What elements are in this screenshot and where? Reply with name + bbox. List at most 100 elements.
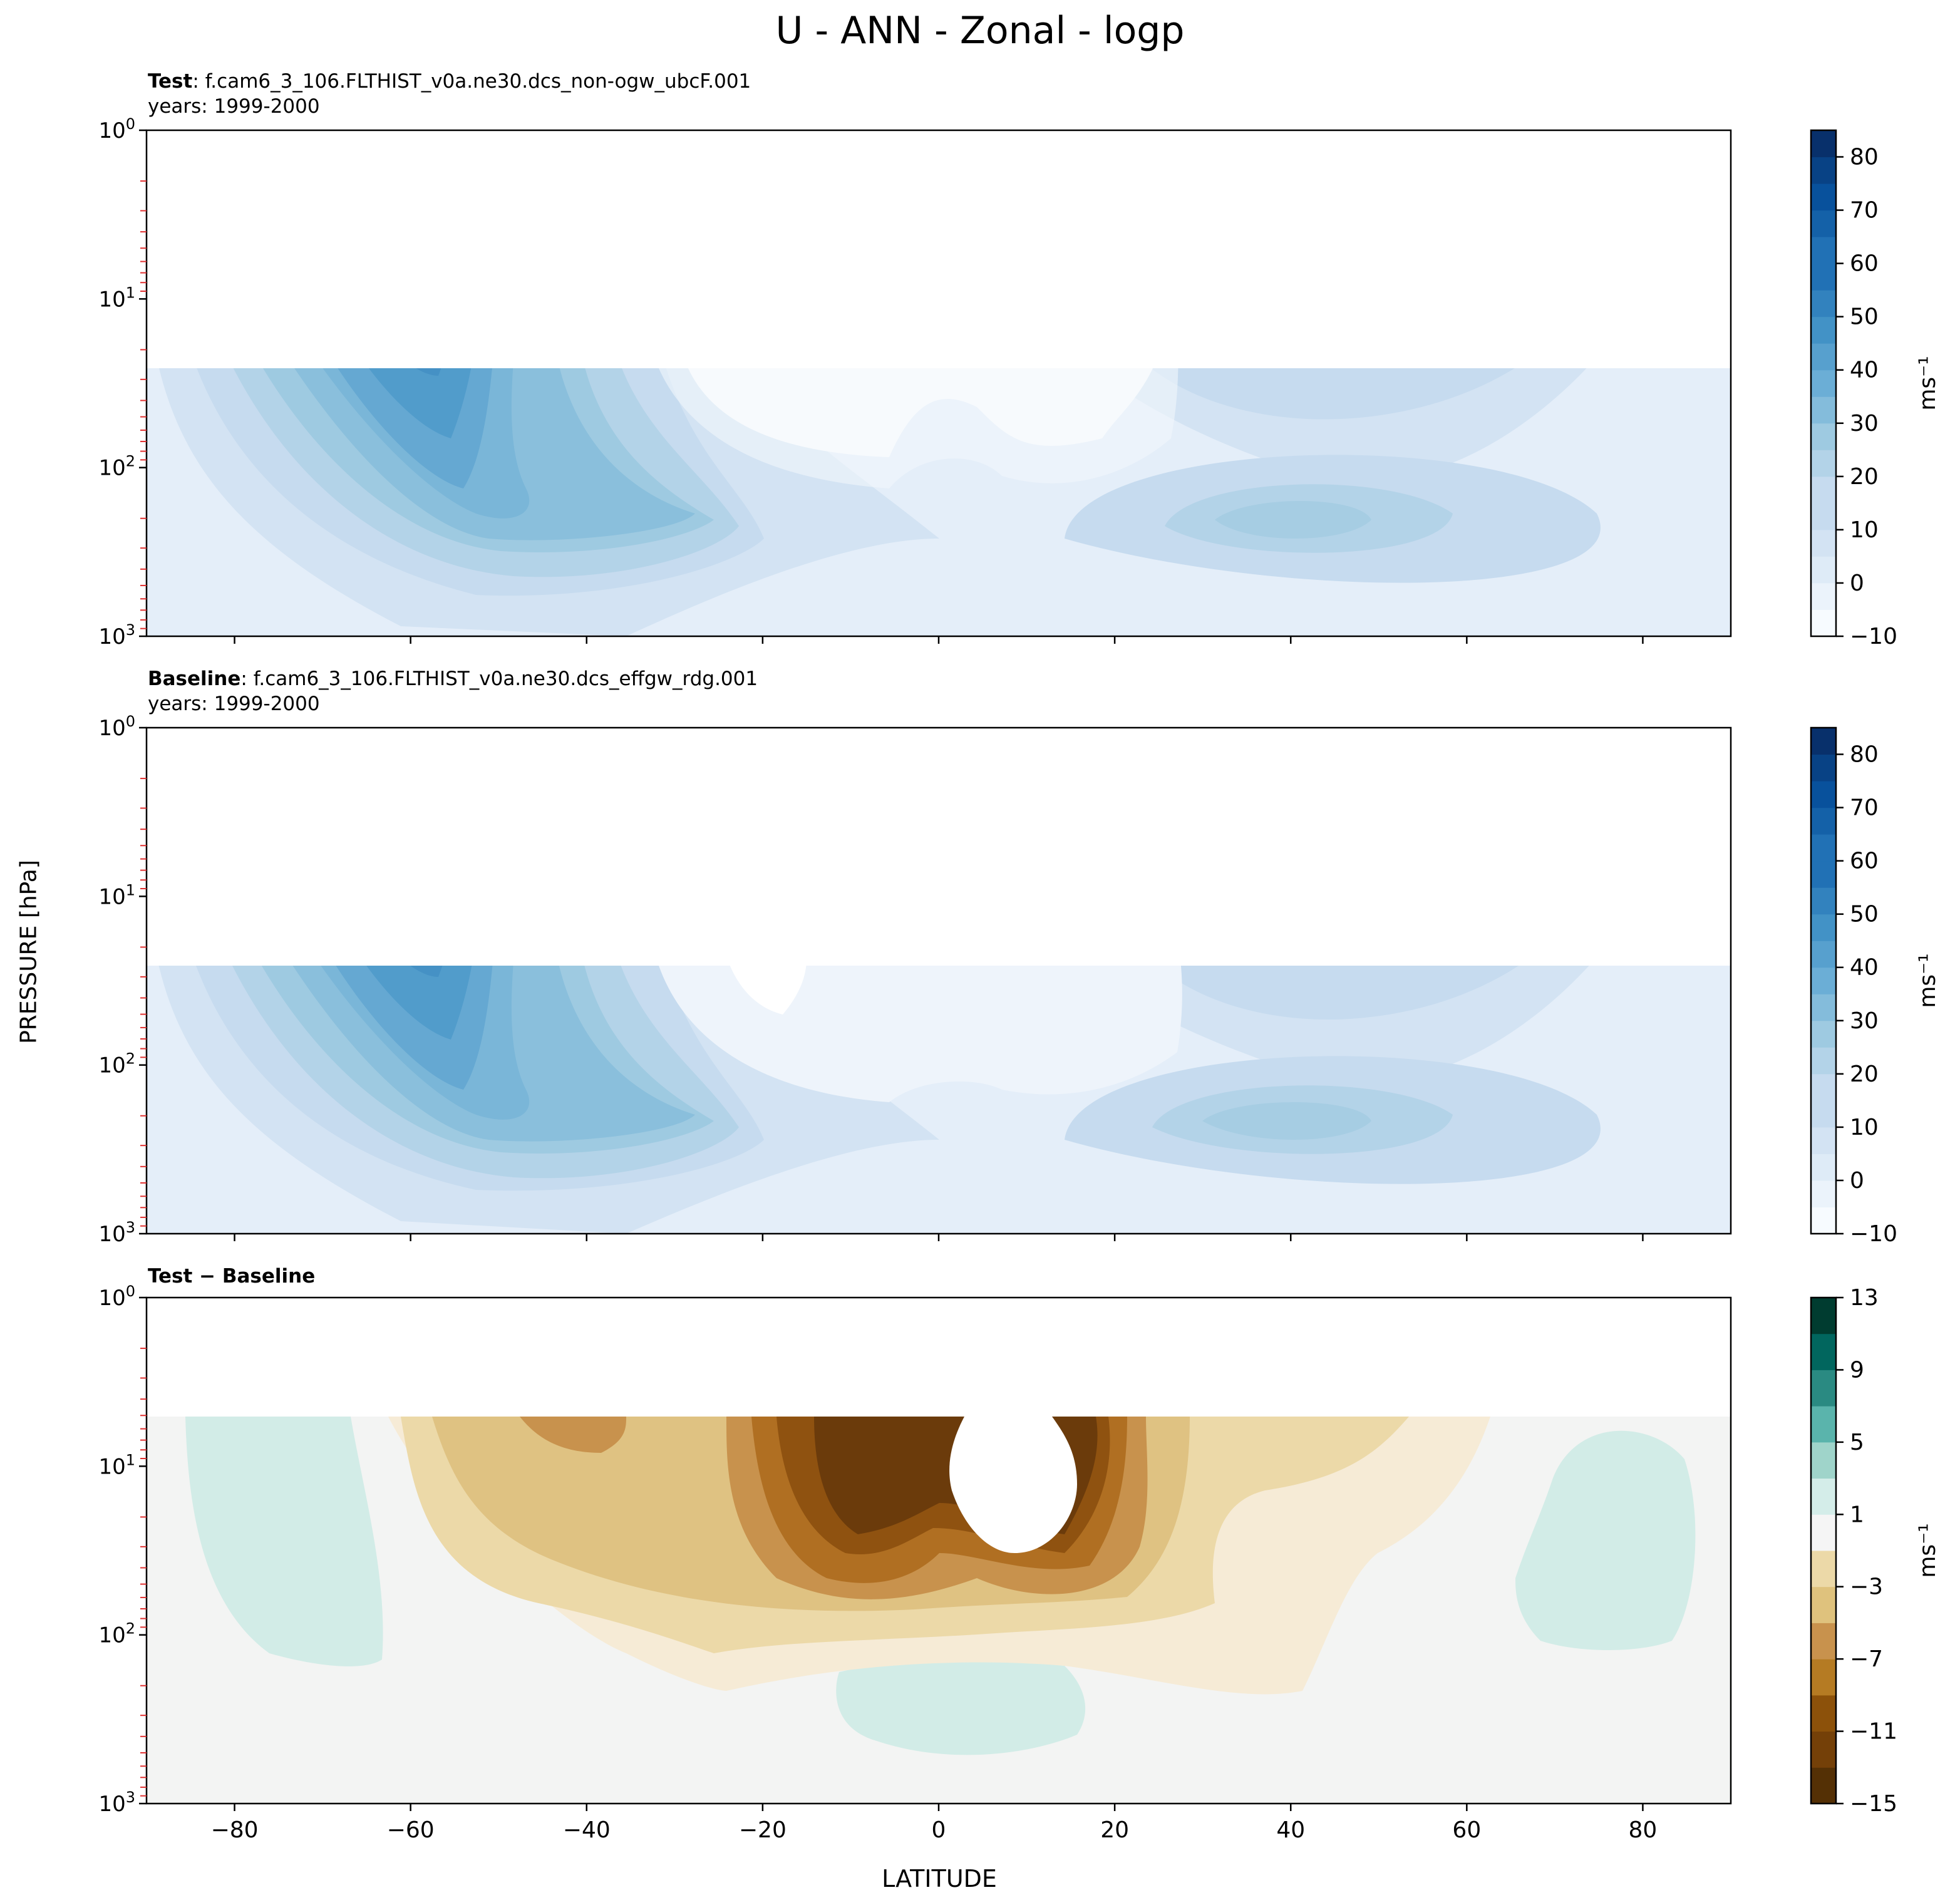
colorbar-segment <box>1811 290 1836 318</box>
colorbar-segment <box>1811 887 1836 915</box>
colorbar-tick-label: 60 <box>1850 849 1879 874</box>
colorbar-segment <box>1811 994 1836 1021</box>
panel-1-years: years: 1999-2000 <box>148 95 320 118</box>
colorbar-segment <box>1811 1333 1836 1370</box>
y-tick-label: 100 <box>98 713 135 741</box>
x-tick-label: 20 <box>1100 1817 1129 1843</box>
y-tick-label: 101 <box>98 284 135 312</box>
colorbar-label: ms⁻¹ <box>1915 953 1941 1008</box>
colorbar-segment <box>1811 1442 1836 1479</box>
x-tick-label: −40 <box>563 1817 611 1843</box>
x-tick-label: 40 <box>1276 1817 1305 1843</box>
colorbar-tick-label: 0 <box>1850 571 1864 596</box>
colorbar-tick-label: 13 <box>1850 1285 1879 1311</box>
panel-2-sep: : <box>240 668 247 690</box>
colorbar-tick-label: 40 <box>1850 955 1879 981</box>
colorbar-tick-label: −7 <box>1850 1646 1883 1672</box>
colorbar-tick-label: 60 <box>1850 251 1879 277</box>
p2-north-trop-jet-3 <box>1202 1102 1371 1140</box>
y-tick-label: 103 <box>98 1789 135 1817</box>
colorbar-tick-label: 80 <box>1850 145 1879 170</box>
colorbar-segment <box>1811 476 1836 503</box>
colorbar-segment <box>1811 1073 1836 1101</box>
panel-2-case: f.cam6_3_106.FLTHIST_v0a.ne30.dcs_effgw_… <box>253 668 758 690</box>
colorbar-segment <box>1811 1047 1836 1075</box>
colorbar-frame <box>1810 726 1837 1235</box>
x-tick-label: 80 <box>1629 1817 1658 1843</box>
colorbar-frame <box>1810 129 1837 638</box>
y-axis-label: PRESSURE [hPa] <box>16 860 42 1044</box>
colorbar-segment <box>1811 1298 1836 1335</box>
colorbar-tick-label: −15 <box>1850 1791 1897 1817</box>
panel-1 <box>145 129 1732 638</box>
panel-3-label: Test − Baseline <box>148 1265 316 1288</box>
colorbar-tick-label: 50 <box>1850 902 1879 927</box>
colorbar-segment <box>1811 941 1836 968</box>
colorbar-segment <box>1811 529 1836 557</box>
colorbar-segment <box>1811 1551 1836 1588</box>
colorbar-tick-label: −10 <box>1850 624 1897 649</box>
x-tick-label: −20 <box>739 1817 787 1843</box>
p3-tropical-positive-core <box>949 1417 1077 1553</box>
colorbar-segment <box>1811 1478 1836 1515</box>
colorbar-segment <box>1811 609 1836 637</box>
y-tick-label: 102 <box>98 1050 135 1078</box>
p3-south-surplus <box>185 1417 383 1666</box>
colorbar-segment <box>1811 582 1836 610</box>
panel-1-label: Test <box>148 70 193 93</box>
colorbar-frame <box>1810 1296 1837 1805</box>
panel-2-label: Baseline <box>148 668 241 690</box>
p1-north-trop-jet-3 <box>1215 501 1371 539</box>
panel-1-case: f.cam6_3_106.FLTHIST_v0a.ne30.dcs_non-og… <box>205 70 751 93</box>
colorbar-tick-label: 5 <box>1850 1430 1864 1455</box>
colorbar-segment <box>1811 396 1836 424</box>
colorbar-segment <box>1811 369 1836 397</box>
colorbar-segment <box>1811 754 1836 782</box>
colorbar-segment <box>1811 1180 1836 1207</box>
panel-2-contours <box>147 847 1731 1234</box>
colorbar-segment <box>1811 237 1836 264</box>
y-tick-label: 100 <box>98 1283 135 1311</box>
colorbar-segment <box>1811 210 1836 237</box>
colorbar-segment <box>1811 1406 1836 1443</box>
colorbar-segment <box>1811 423 1836 450</box>
x-tick-label: −60 <box>387 1817 435 1843</box>
y-tick-label: 100 <box>98 115 135 143</box>
y-tick-label: 102 <box>98 453 135 481</box>
colorbar-segment <box>1811 1020 1836 1048</box>
colorbar-tick-label: 20 <box>1850 1061 1879 1087</box>
colorbar-segment <box>1811 556 1836 584</box>
colorbar-segment <box>1811 1659 1836 1696</box>
colorbar-segment <box>1811 1370 1836 1407</box>
panel-2 <box>145 726 1732 1235</box>
x-tick-label: 60 <box>1452 1817 1481 1843</box>
colorbar-segment <box>1811 807 1836 835</box>
axes-layer: 100 101 102 103 100 101 102 103 −80 −60 −40 −20 0 20 4… <box>98 115 1657 1843</box>
colorbar-tick-label: 10 <box>1850 517 1879 543</box>
panel-3 <box>145 1296 1732 1805</box>
colorbar-segment <box>1811 1100 1836 1128</box>
colorbar-tick-label: 70 <box>1850 795 1879 821</box>
colorbar-label: ms⁻¹ <box>1915 356 1941 410</box>
panel-2-title: Baseline: f.cam6_3_106.FLTHIST_v0a.ne30.… <box>148 666 758 716</box>
colorbar-segment <box>1811 967 1836 994</box>
y-tick-label: 101 <box>98 881 135 909</box>
colorbar-segment <box>1811 263 1836 291</box>
colorbar-segment <box>1811 1695 1836 1732</box>
colorbar-segment <box>1811 914 1836 941</box>
colorbar-segment <box>1811 183 1836 211</box>
colorbar-tick-label: 20 <box>1850 464 1879 490</box>
x-axis-label: LATITUDE <box>882 1865 997 1892</box>
colorbar-tick-label: 1 <box>1850 1502 1864 1527</box>
colorbar-segment <box>1811 781 1836 808</box>
x-tick-label: 0 <box>932 1817 946 1843</box>
figure-title: U - ANN - Zonal - logp <box>775 9 1185 53</box>
colorbar-segment <box>1811 1154 1836 1181</box>
colorbar-tick-label: 70 <box>1850 198 1879 224</box>
colorbar-segment <box>1811 1514 1836 1551</box>
panel-1-contours <box>147 249 1731 636</box>
colorbar-segment <box>1811 1127 1836 1154</box>
colorbar-tick-label: 30 <box>1850 1008 1879 1034</box>
